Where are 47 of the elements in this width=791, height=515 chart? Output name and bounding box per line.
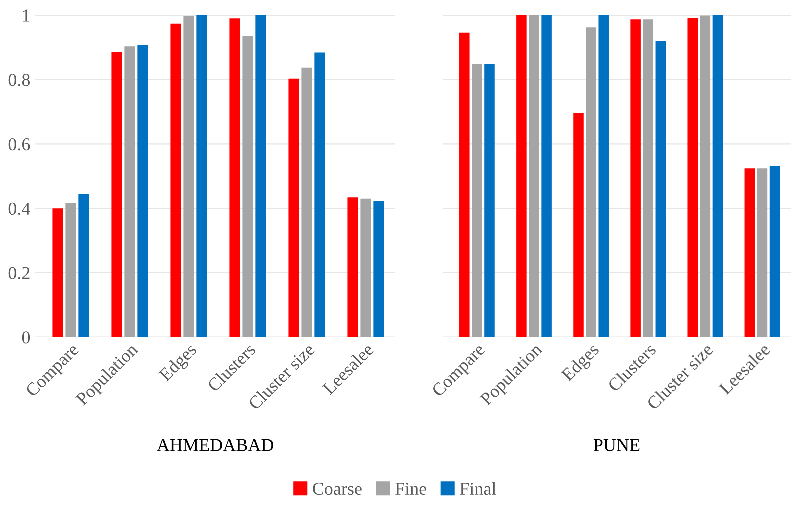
bar bbox=[256, 15, 266, 338]
bar bbox=[586, 28, 596, 338]
bar bbox=[757, 168, 768, 338]
x-axis-title: AHMEDABAD bbox=[157, 439, 274, 452]
bar bbox=[314, 52, 326, 338]
bar bbox=[52, 208, 64, 338]
bar bbox=[66, 203, 76, 338]
bar bbox=[288, 78, 300, 338]
bar bbox=[196, 15, 208, 338]
bar bbox=[242, 36, 254, 338]
bar bbox=[643, 20, 654, 338]
legend-label: Coarse bbox=[313, 482, 362, 496]
y-tick-label: 0.2 bbox=[8, 267, 30, 280]
bar bbox=[230, 18, 240, 338]
bar bbox=[360, 198, 372, 338]
bar bbox=[374, 201, 384, 338]
y-tick-label: 0.4 bbox=[8, 202, 30, 216]
bar bbox=[138, 45, 148, 338]
x-axis-title: PUNE bbox=[594, 439, 640, 452]
bar bbox=[78, 194, 90, 338]
bar bbox=[124, 46, 136, 338]
bar bbox=[516, 15, 527, 338]
y-tick-label: 1 bbox=[23, 10, 30, 22]
bar bbox=[542, 15, 552, 338]
bar bbox=[688, 18, 698, 338]
bar bbox=[700, 16, 711, 338]
y-tick-label: 0.6 bbox=[8, 138, 30, 151]
bar bbox=[744, 168, 756, 338]
y-tick-label: 0 bbox=[22, 332, 30, 344]
legend-label: Final bbox=[460, 482, 496, 496]
bar bbox=[712, 15, 724, 338]
bar bbox=[460, 32, 470, 338]
bar bbox=[348, 198, 358, 338]
bar bbox=[574, 112, 584, 338]
bar bbox=[484, 64, 495, 338]
bar bbox=[112, 52, 122, 338]
bar bbox=[598, 15, 609, 338]
bar bbox=[472, 64, 482, 338]
bar bbox=[630, 20, 641, 338]
y-tick-label: 0.8 bbox=[8, 74, 30, 86]
bar bbox=[529, 15, 540, 338]
bar bbox=[184, 16, 194, 338]
bar bbox=[656, 42, 666, 338]
legend-label: Fine bbox=[396, 482, 426, 496]
bar bbox=[302, 68, 312, 338]
bar bbox=[770, 166, 780, 338]
bar bbox=[170, 24, 182, 338]
